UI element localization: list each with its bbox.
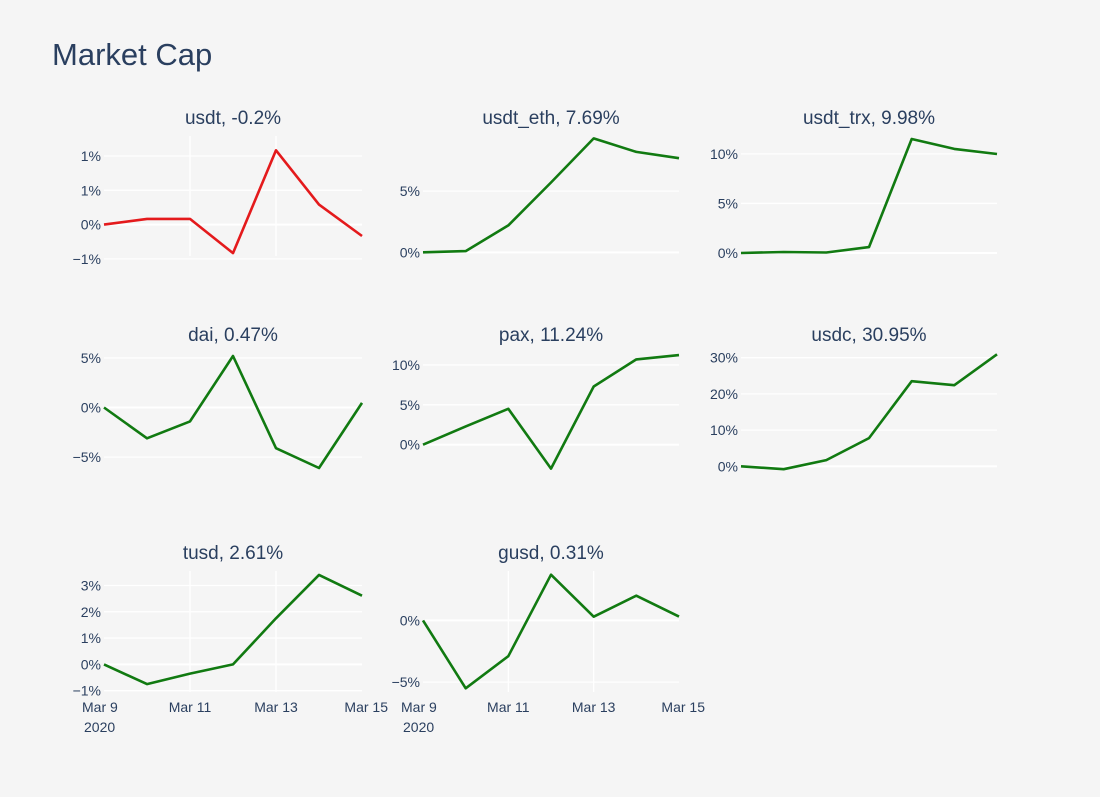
series-line xyxy=(421,573,680,690)
y-tick-label: 0% xyxy=(400,244,420,260)
y-tick-label: 0% xyxy=(718,458,738,474)
subplot-grid: usdt, -0.2%1%1%0%−1%usdt_eth, 7.69%5%0%u… xyxy=(73,108,998,735)
series-line xyxy=(103,354,364,470)
y-tick-label: −1% xyxy=(73,683,101,699)
y-tick-label: 5% xyxy=(718,195,738,211)
y-tick-label: 0% xyxy=(81,400,101,416)
x-tick-label: Mar 13 xyxy=(572,699,616,715)
subplot-title: usdc, 30.95% xyxy=(811,325,926,346)
subplot-5: pax, 11.24% 10% 5% 0% xyxy=(392,325,680,470)
x-tick-label: Mar 15 xyxy=(344,699,388,715)
x-tick-label: Mar 11 xyxy=(487,699,530,715)
y-tick-label: 3% xyxy=(81,577,101,593)
y-tick-label: 0% xyxy=(81,656,101,672)
subplot-title: usdt_trx, 9.98% xyxy=(803,108,935,129)
x-tick-label: Mar 9 xyxy=(82,699,118,715)
subplot-title: usdt, -0.2% xyxy=(185,108,281,129)
series-line xyxy=(422,353,680,470)
y-tick-label: −5% xyxy=(73,449,101,465)
y-tick-label: −1% xyxy=(73,251,101,267)
subplot-4: dai, 0.47% 5% 0% −5% xyxy=(73,325,364,470)
subplot-title: usdt_eth, 7.69% xyxy=(482,108,619,129)
x-tick-year-label: 2020 xyxy=(403,719,434,735)
y-tick-label: 5% xyxy=(400,397,420,413)
subplot-title: dai, 0.47% xyxy=(188,325,278,346)
subplot-7: tusd, 2.61% 3% 2% 1% 0% −1%Mar 9 2020 Mar 11 Mar… xyxy=(73,543,389,735)
x-tick-year-label: 2020 xyxy=(84,719,115,735)
subplot-title: tusd, 2.61% xyxy=(183,543,283,564)
series-line xyxy=(740,353,998,471)
y-tick-label: 30% xyxy=(710,350,738,366)
subplot-6: usdc, 30.95% 30% 20% 10% 0% xyxy=(710,325,998,474)
x-tick-label: Mar 15 xyxy=(661,699,705,715)
y-tick-label: 10% xyxy=(710,146,738,162)
series-line xyxy=(740,137,998,255)
y-tick-label: 2% xyxy=(81,604,101,620)
subplot-8: gusd, 0.31% 0% −5% Mar 9 2020 Mar 11 Mar 13 Mar… xyxy=(392,543,706,735)
subplot-1: usdt, -0.2% 1% 1% 0% −1% xyxy=(73,108,363,267)
figure-title: Market Cap xyxy=(52,37,212,72)
y-tick-label: 1% xyxy=(81,148,101,164)
y-tick-label: 5% xyxy=(400,183,420,199)
y-tick-label: 0% xyxy=(718,245,738,261)
subplot-title: pax, 11.24% xyxy=(499,325,603,346)
series-line xyxy=(103,573,363,686)
y-tick-label: 0% xyxy=(400,437,420,453)
y-tick-label: −5% xyxy=(392,674,420,690)
series-line xyxy=(103,149,363,255)
y-tick-label: 20% xyxy=(710,386,738,402)
subplot-2: usdt_eth, 7.69% 5% 0% xyxy=(400,108,680,260)
series-line xyxy=(422,137,680,254)
y-tick-label: 0% xyxy=(400,612,420,628)
y-tick-label: 1% xyxy=(81,630,101,646)
x-tick-label: Mar 13 xyxy=(254,699,298,715)
y-tick-label: 5% xyxy=(81,350,101,366)
subplot-3: usdt_trx, 9.98% 10% 5% 0% xyxy=(710,108,998,261)
y-tick-label: 0% xyxy=(81,217,101,233)
x-tick-label: Mar 11 xyxy=(169,699,212,715)
y-tick-label: 10% xyxy=(392,357,420,373)
y-tick-label: 1% xyxy=(81,182,101,198)
y-tick-label: 10% xyxy=(710,422,738,438)
x-tick-label: Mar 9 xyxy=(401,699,437,715)
subplot-title: gusd, 0.31% xyxy=(498,543,604,564)
